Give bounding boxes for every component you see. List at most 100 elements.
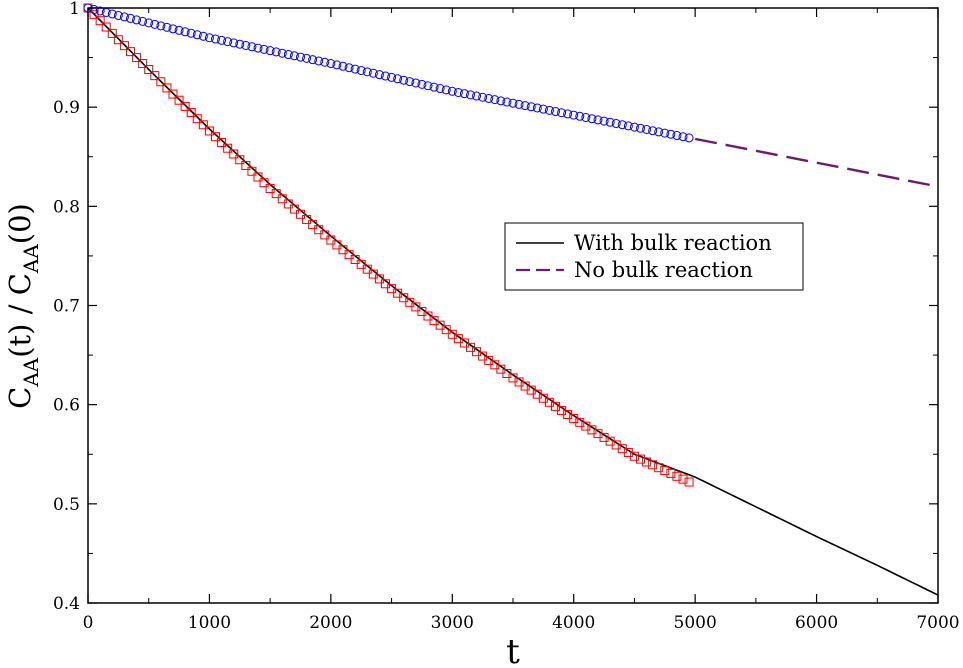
- red-square-marker: [435, 320, 445, 330]
- x-tick-label: 2000: [309, 613, 352, 633]
- red-square-marker: [381, 279, 390, 289]
- blue-circle-marker: [217, 35, 227, 45]
- blue-circle-marker: [447, 86, 457, 96]
- blue-circle-marker: [441, 85, 451, 95]
- blue-circle-marker: [575, 111, 585, 121]
- red-square-marker: [374, 274, 384, 284]
- x-tick-label: 1000: [188, 613, 231, 633]
- no-bulk-reaction-line: [694, 137, 939, 188]
- blue-circle-marker: [204, 33, 214, 43]
- red-square-marker: [150, 71, 160, 81]
- blue-circle-marker: [526, 102, 536, 112]
- blue-circle-marker: [611, 119, 621, 129]
- blue-circle-marker: [198, 31, 208, 41]
- marker-layer: [83, 3, 694, 487]
- blue-circle-marker: [484, 93, 494, 103]
- red-square-marker: [302, 214, 312, 224]
- blue-circle-marker: [453, 87, 463, 97]
- blue-circle-marker: [271, 47, 281, 57]
- blue-circle-marker: [113, 10, 123, 20]
- blue-circle-marker: [520, 101, 530, 111]
- blue-circle-marker: [283, 50, 293, 60]
- blue-circle-marker: [623, 121, 633, 131]
- red-square-marker: [356, 259, 366, 269]
- blue-circle-marker: [247, 42, 257, 52]
- red-square-marker: [144, 64, 154, 74]
- red-square-marker: [271, 189, 281, 199]
- blue-circle-marker: [277, 48, 287, 58]
- blue-circle-marker: [150, 19, 160, 29]
- red-square-marker: [138, 59, 148, 69]
- blue-circle-marker: [314, 56, 324, 66]
- red-square-marker: [162, 83, 172, 93]
- blue-circle-marker: [672, 131, 682, 141]
- blue-circle-marker: [138, 16, 148, 26]
- y-tick-label: 0.5: [53, 495, 80, 515]
- red-square-marker: [180, 101, 190, 111]
- blue-circle-marker: [223, 37, 233, 47]
- blue-circle-marker: [581, 113, 591, 123]
- blue-circle-marker: [666, 129, 676, 139]
- legend: With bulk reaction No bulk reaction: [504, 222, 804, 291]
- blue-circle-marker: [472, 91, 482, 101]
- y-tick-label: 0.8: [53, 197, 80, 217]
- blue-circle-marker: [338, 61, 348, 71]
- red-square-marker: [672, 471, 682, 481]
- x-tick-label: 0: [83, 613, 94, 633]
- red-square-marker: [429, 316, 439, 326]
- blue-circle-marker: [350, 64, 360, 74]
- blue-circle-marker: [605, 117, 615, 127]
- red-square-marker: [192, 114, 202, 124]
- y-tick-label: 0.7: [53, 297, 80, 317]
- red-square-marker: [666, 468, 676, 478]
- red-square-marker: [156, 77, 166, 87]
- red-square-marker: [101, 22, 111, 32]
- red-square-marker: [684, 477, 694, 487]
- blue-circle-marker: [211, 34, 220, 44]
- blue-circle-marker: [435, 84, 445, 94]
- red-square-marker: [217, 137, 227, 147]
- y-axis-label: CAA(t) / CAA(0): [3, 203, 43, 409]
- x-axis: 0 1000 2000 3000 4000 5000 6000 7000: [83, 8, 960, 633]
- red-square-marker: [132, 53, 142, 63]
- red-square-marker: [186, 108, 196, 118]
- red-square-marker: [629, 451, 639, 461]
- blue-circle-marker: [587, 114, 597, 124]
- blue-circle-marker: [356, 65, 366, 75]
- blue-circle-marker: [186, 28, 196, 38]
- red-square-marker: [314, 225, 324, 235]
- blue-circle-marker: [490, 95, 500, 105]
- blue-circle-marker: [557, 108, 567, 118]
- red-square-marker: [235, 155, 245, 165]
- red-square-marker: [107, 28, 117, 38]
- y-tick-label: 0.6: [53, 396, 80, 416]
- blue-circle-marker: [429, 82, 439, 92]
- blue-circle-marker: [654, 127, 664, 137]
- blue-circle-marker: [144, 18, 154, 28]
- blue-circle-marker: [599, 116, 609, 126]
- y-tick-label: 1: [69, 0, 80, 19]
- x-tick-label: 4000: [552, 613, 595, 633]
- red-square-marker: [95, 16, 105, 26]
- blue-circle-marker: [478, 92, 488, 102]
- legend-box: [504, 222, 804, 291]
- blue-circle-marker: [411, 78, 421, 88]
- blue-circle-marker: [678, 132, 688, 142]
- red-square-marker: [289, 204, 299, 214]
- red-square-marker: [387, 284, 397, 294]
- blue-circle-marker: [514, 99, 524, 109]
- blue-circle-marker: [180, 27, 190, 37]
- blue-circle-marker: [502, 97, 512, 107]
- blue-circle-marker: [660, 128, 670, 138]
- y-tick-label: 0.9: [53, 98, 80, 118]
- blue-circle-marker: [423, 81, 433, 91]
- red-square-marker: [332, 240, 342, 250]
- blue-circle-marker: [538, 104, 548, 114]
- blue-circle-marker: [156, 21, 166, 31]
- red-square-marker: [654, 463, 664, 473]
- red-square-marker: [393, 288, 403, 298]
- series-layer: [87, 7, 939, 596]
- blue-circle-marker: [544, 105, 554, 115]
- blue-circle-marker: [259, 44, 269, 54]
- blue-circle-marker: [387, 72, 397, 82]
